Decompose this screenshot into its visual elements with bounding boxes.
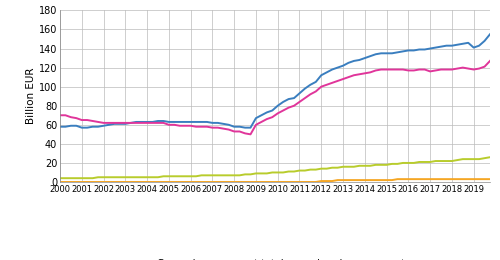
- Social security funds: [248, 180, 254, 184]
- Central government: [324, 83, 330, 86]
- Y-axis label: Billion EUR: Billion EUR: [26, 68, 36, 125]
- Social security funds: [334, 179, 340, 182]
- Central government: [340, 77, 346, 81]
- Central government: [487, 59, 493, 62]
- Line: Local government: Local government: [60, 157, 490, 178]
- Legend: General government total, Central government, Local government, Social security : General government total, Central govern…: [132, 259, 418, 260]
- General government total: [318, 74, 324, 77]
- General government total: [57, 125, 63, 128]
- Local government: [334, 166, 340, 169]
- Social security funds: [57, 180, 63, 184]
- Central government: [57, 114, 63, 117]
- Central government: [248, 133, 254, 136]
- General government total: [340, 64, 346, 67]
- Local government: [313, 168, 319, 171]
- Social security funds: [444, 178, 450, 181]
- Central government: [356, 73, 362, 76]
- Social security funds: [351, 179, 357, 182]
- Local government: [487, 156, 493, 159]
- Social security funds: [318, 179, 324, 183]
- Social security funds: [487, 178, 493, 181]
- Central government: [253, 123, 259, 126]
- Central government: [318, 85, 324, 88]
- Local government: [351, 165, 357, 168]
- Local government: [57, 177, 63, 180]
- Line: Social security funds: Social security funds: [60, 179, 490, 182]
- General government total: [253, 116, 259, 120]
- Local government: [438, 159, 444, 162]
- General government total: [79, 126, 85, 129]
- Line: Central government: Central government: [60, 61, 490, 134]
- Local government: [318, 167, 324, 170]
- General government total: [487, 33, 493, 36]
- Local government: [248, 173, 254, 176]
- General government total: [356, 58, 362, 62]
- Line: General government total: General government total: [60, 34, 490, 128]
- Social security funds: [313, 180, 319, 184]
- General government total: [444, 44, 450, 47]
- Central government: [444, 68, 450, 71]
- General government total: [324, 71, 330, 74]
- Social security funds: [394, 178, 400, 181]
